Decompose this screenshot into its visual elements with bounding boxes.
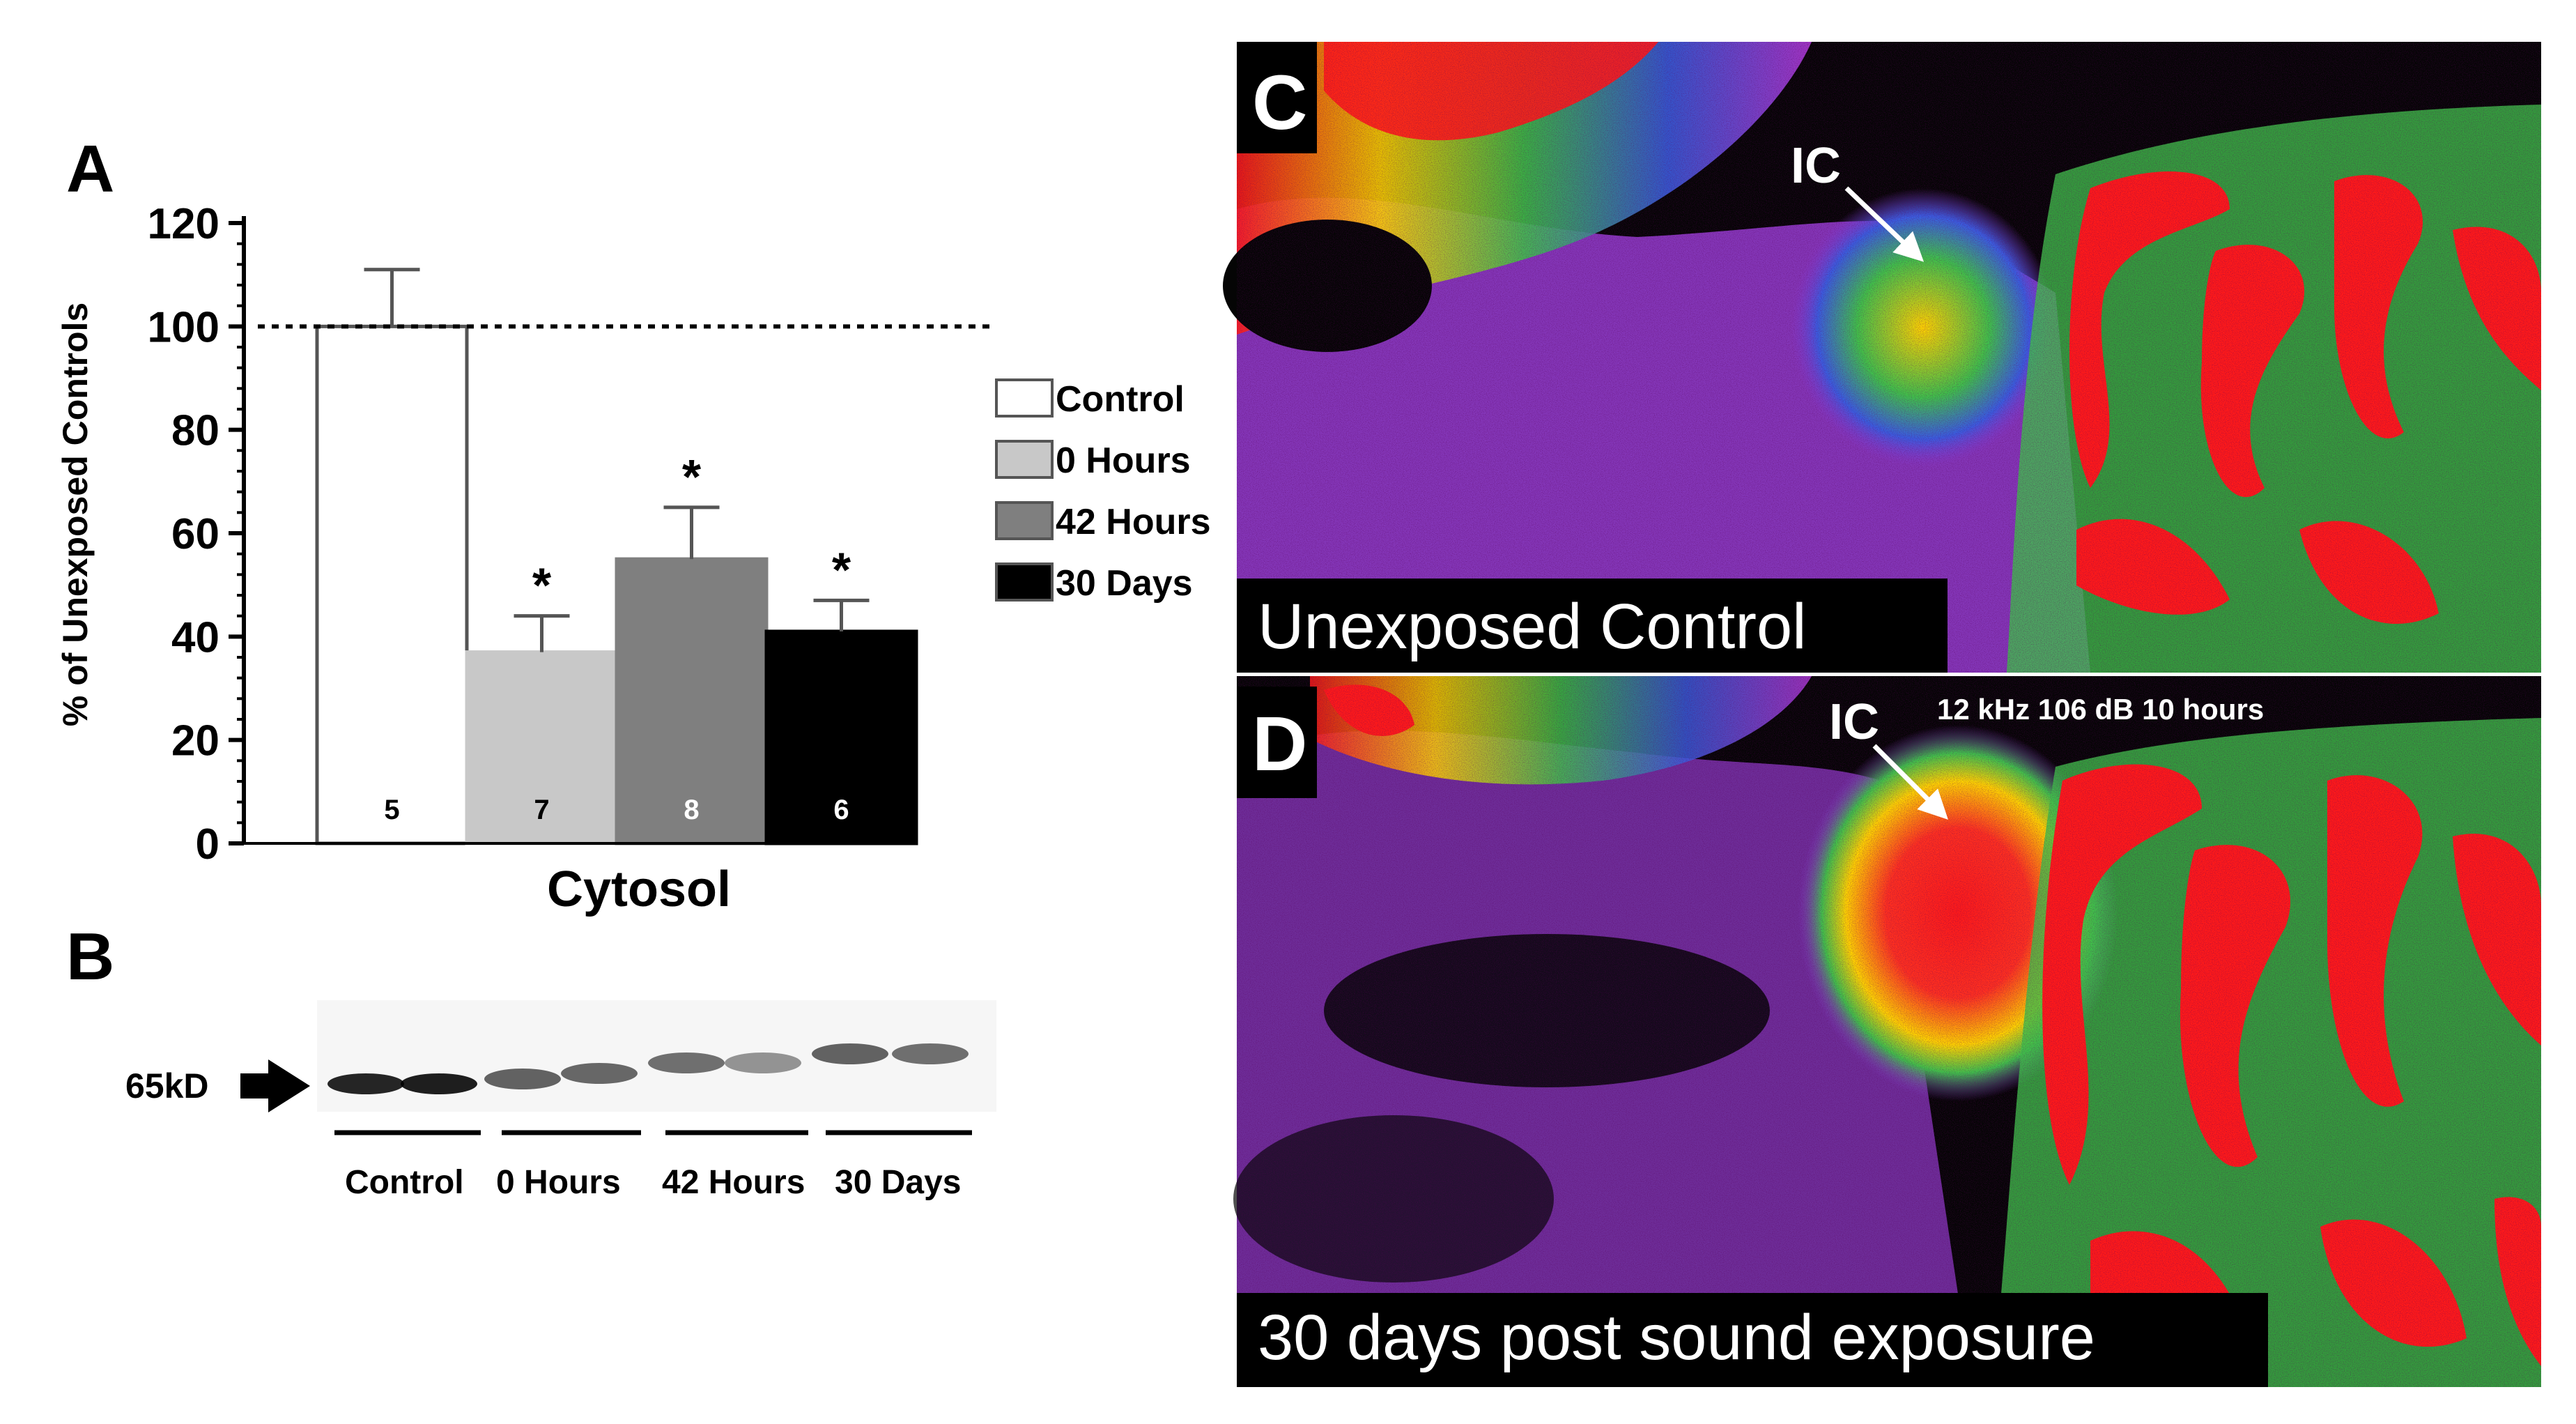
lane-group-label: 42 Hours [662, 1164, 805, 1201]
legend-label: 30 Days [1056, 563, 1193, 604]
legend-label: Control [1056, 379, 1185, 420]
y-tick-label: 40 [171, 613, 219, 661]
blot-band [484, 1069, 561, 1089]
lane-group-label: Control [345, 1164, 464, 1201]
legend-label: 42 Hours [1056, 502, 1211, 542]
significance-star: * [682, 450, 702, 504]
panel-d-caption: 30 days post sound exposure [1258, 1302, 2095, 1373]
n-label: 7 [534, 795, 549, 825]
bar-control [315, 324, 469, 845]
y-tick-label: 100 [148, 303, 219, 351]
error-bars [364, 268, 870, 652]
marker-label: 65kD [125, 1066, 209, 1105]
panel-c-letter-box [1237, 42, 1317, 153]
panel-a-letter: A [66, 132, 114, 206]
n-label: 5 [384, 795, 399, 825]
y-tick-label: 20 [171, 717, 219, 765]
blot-band [401, 1073, 477, 1094]
legend-swatch [995, 562, 1054, 602]
bar-0-hours [465, 650, 619, 845]
panel-d-letter: D [1252, 701, 1307, 787]
blot-bands [327, 1043, 969, 1094]
blot-band [892, 1043, 969, 1064]
panel-a: A % of Unexposed Controls 0 20 40 60 80 100 12… [56, 132, 1211, 917]
panel-b-letter: B [66, 919, 114, 994]
blot-band [327, 1073, 404, 1094]
bar-42-hours [615, 557, 769, 845]
lane-groups: Control 0 Hours 42 Hours 30 Days [334, 1130, 972, 1201]
y-axis-label: % of Unexposed Controls [56, 303, 95, 726]
panel-c-ic-label: IC [1791, 138, 1841, 194]
lane-group-label: 0 Hours [496, 1164, 621, 1201]
significance-marks: * * * [532, 450, 851, 613]
panel-c-ic-arrow [1844, 186, 1925, 262]
n-label: 6 [833, 795, 849, 825]
n-labels: 5 7 8 6 [384, 795, 849, 825]
x-axis-label: Cytosol [547, 862, 731, 917]
legend-label: 0 Hours [1056, 441, 1191, 481]
significance-star: * [832, 542, 851, 597]
y-tick-label: 60 [171, 510, 219, 558]
panel-c-letter: C [1252, 60, 1307, 146]
blot-band [812, 1043, 888, 1064]
marker-arrow-icon [240, 1059, 310, 1112]
panel-d: D 12 kHz 106 dB 10 hours IC 30 days post… [1233, 676, 2541, 1387]
panel-c: C IC Unexposed Control [1223, 42, 2541, 673]
blot-band [725, 1052, 801, 1073]
panel-c-caption-box [1237, 579, 1948, 673]
panel-c-caption: Unexposed Control [1258, 591, 1807, 662]
y-axis: 0 20 40 60 80 100 120 [148, 200, 246, 868]
y-tick-label: 120 [148, 200, 219, 248]
blot-band [561, 1063, 638, 1084]
panel-d-exposure-label: 12 kHz 106 dB 10 hours [1937, 693, 2264, 726]
panel-d-letter-box [1237, 687, 1317, 798]
legend-swatch [995, 501, 1054, 540]
n-label: 8 [684, 795, 699, 825]
lane-group-label: 30 Days [835, 1164, 961, 1201]
panel-b: B 65kD Control 0 Hours 42 Hours 30 Days [66, 919, 996, 1201]
significance-star: * [532, 558, 552, 613]
y-tick-label: 0 [196, 820, 219, 868]
panel-d-ic-label: IC [1829, 694, 1879, 750]
panel-d-ic-arrow [1872, 744, 1948, 820]
y-tick-label: 80 [171, 407, 219, 455]
legend-swatch [995, 440, 1054, 479]
legend: Control 0 Hours 42 Hours 30 Days [995, 378, 1211, 604]
blot-band [648, 1052, 725, 1073]
bars [244, 324, 918, 845]
legend-swatch [995, 378, 1054, 418]
panel-d-caption-box [1237, 1293, 2268, 1387]
